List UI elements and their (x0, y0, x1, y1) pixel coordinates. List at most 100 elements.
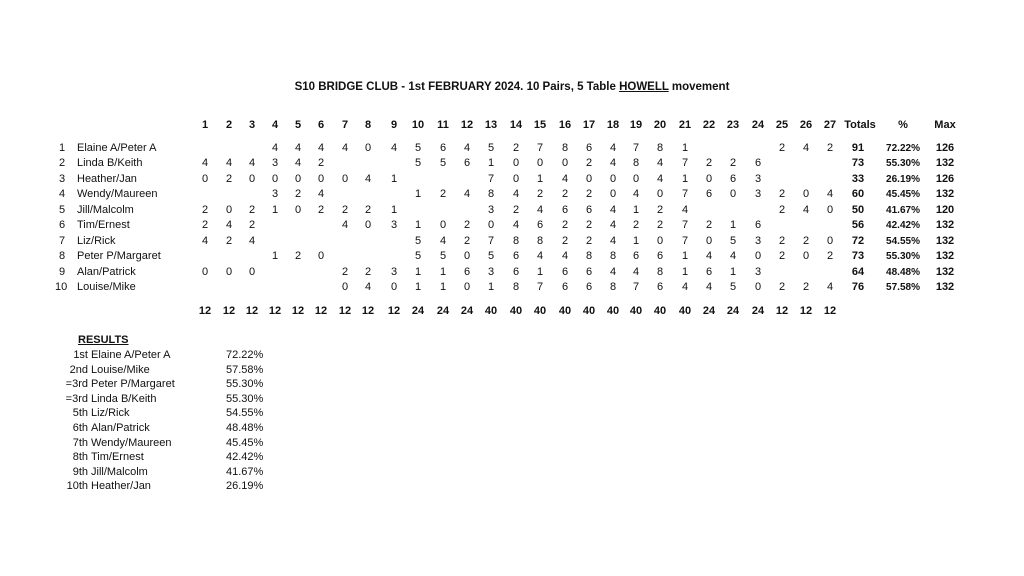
total-cell: 76 (851, 281, 865, 293)
column-total: 40 (678, 305, 692, 317)
pair-name: Tim/Ernest (77, 219, 130, 231)
score-cell: 1 (414, 281, 422, 293)
score-cell: 7 (487, 173, 495, 185)
result-rank: 8th (72, 451, 88, 464)
score-cell: 6 (512, 250, 520, 262)
score-cell: 2 (463, 235, 471, 247)
score-cell: 4 (248, 157, 256, 169)
score-cell: 0 (729, 188, 737, 200)
column-header: 7 (341, 119, 349, 131)
score-cell: 6 (754, 157, 762, 169)
max-header: Max (934, 119, 956, 131)
score-cell: 2 (561, 188, 569, 200)
score-cell: 3 (754, 235, 762, 247)
score-cell: 2 (585, 235, 593, 247)
column-total: 12 (775, 305, 789, 317)
score-cell: 7 (632, 281, 640, 293)
score-cell: 3 (487, 266, 495, 278)
column-header: 4 (271, 119, 279, 131)
score-cell: 1 (390, 204, 398, 216)
result-percent: 45.45% (226, 436, 264, 449)
total-cell: 91 (851, 142, 865, 154)
score-cell: 2 (248, 204, 256, 216)
pair-number: 10 (55, 281, 68, 293)
score-cell: 4 (201, 157, 209, 169)
page-title: S10 BRIDGE CLUB - 1st FEBRUARY 2024. 10 … (295, 81, 730, 94)
column-header: 26 (799, 119, 813, 131)
score-cell: 1 (414, 188, 422, 200)
result-rank: =3rd (65, 378, 88, 391)
score-cell: 7 (681, 157, 689, 169)
score-cell: 6 (463, 266, 471, 278)
result-percent: 26.19% (226, 480, 264, 493)
score-cell: 3 (271, 157, 279, 169)
result-name: Heather/Jan (91, 480, 151, 493)
score-cell: 6 (512, 266, 520, 278)
max-cell: 132 (935, 219, 955, 231)
result-rank: 1st (73, 349, 88, 361)
score-cell: 4 (609, 204, 617, 216)
column-total: 12 (314, 305, 328, 317)
score-cell: 5 (414, 142, 422, 154)
score-cell: 0 (317, 250, 325, 262)
score-cell: 0 (705, 235, 713, 247)
column-total: 12 (245, 305, 259, 317)
column-header: 15 (533, 119, 547, 131)
result-rank: 2nd (69, 363, 88, 376)
score-cell: 1 (414, 266, 422, 278)
score-cell: 2 (778, 142, 786, 154)
score-cell: 3 (487, 204, 495, 216)
total-cell: 33 (851, 173, 865, 185)
result-name: Jill/Malcolm (91, 465, 148, 478)
score-cell: 7 (681, 188, 689, 200)
column-total: 12 (291, 305, 305, 317)
column-total: 24 (411, 305, 425, 317)
total-cell: 60 (851, 188, 865, 200)
score-cell: 7 (536, 142, 544, 154)
max-cell: 126 (935, 173, 955, 185)
total-cell: 73 (851, 250, 865, 262)
score-cell: 0 (656, 188, 664, 200)
score-cell: 4 (463, 142, 471, 154)
column-header: 18 (606, 119, 620, 131)
score-cell: 4 (826, 281, 834, 293)
score-cell: 4 (609, 157, 617, 169)
score-cell: 4 (341, 219, 349, 231)
column-header: 11 (437, 119, 449, 131)
pair-number: 1 (59, 142, 66, 154)
score-cell: 2 (294, 188, 302, 200)
column-total: 40 (582, 305, 596, 317)
score-cell: 4 (248, 235, 256, 247)
score-cell: 0 (201, 266, 209, 278)
result-percent: 55.30% (226, 392, 264, 405)
score-cell: 2 (826, 250, 834, 262)
score-cell: 3 (390, 219, 398, 231)
score-cell: 5 (439, 250, 447, 262)
column-header: 9 (390, 119, 398, 131)
score-cell: 0 (609, 173, 617, 185)
score-cell: 0 (754, 250, 762, 262)
result-percent: 72.22% (226, 349, 264, 361)
score-cell: 4 (294, 157, 302, 169)
score-cell: 2 (225, 173, 233, 185)
score-cell: 2 (294, 250, 302, 262)
pair-number: 7 (59, 235, 66, 247)
column-total: 12 (268, 305, 282, 317)
column-total: 24 (751, 305, 765, 317)
column-total: 24 (726, 305, 740, 317)
score-cell: 0 (439, 219, 447, 231)
score-cell: 0 (826, 204, 834, 216)
score-cell: 1 (729, 219, 737, 231)
score-cell: 0 (826, 235, 834, 247)
pair-name: Louise/Mike (77, 281, 136, 293)
score-cell: 2 (705, 157, 713, 169)
pair-name: Liz/Rick (77, 235, 116, 247)
score-cell: 8 (487, 188, 495, 200)
score-cell: 6 (705, 266, 713, 278)
score-cell: 0 (561, 157, 569, 169)
score-cell: 4 (463, 188, 471, 200)
percent-cell: 55.30% (886, 251, 920, 262)
score-cell: 1 (729, 266, 737, 278)
score-cell: 4 (225, 219, 233, 231)
column-header: 17 (582, 119, 596, 131)
